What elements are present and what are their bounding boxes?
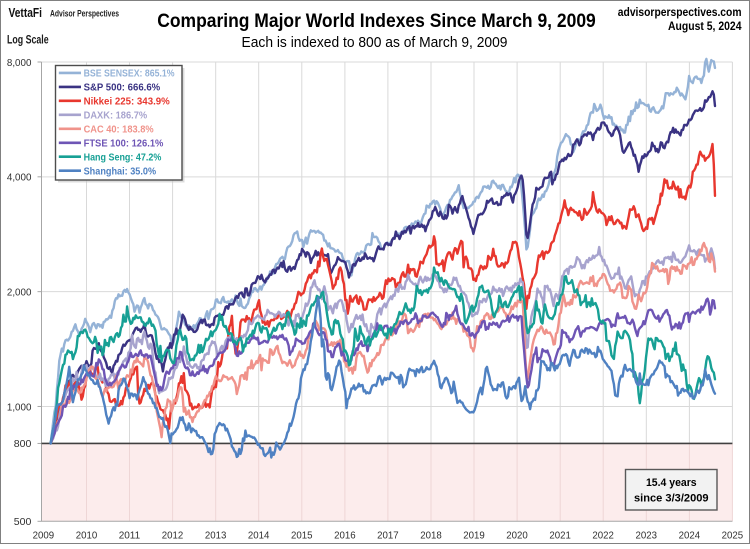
svg-text:500: 500 bbox=[14, 516, 32, 528]
svg-text:2023: 2023 bbox=[636, 530, 658, 542]
svg-text:8,000: 8,000 bbox=[7, 57, 32, 69]
svg-text:BSE SENSEX: 865.1%: BSE SENSEX: 865.1% bbox=[84, 68, 176, 80]
svg-text:2024: 2024 bbox=[679, 530, 701, 542]
svg-text:2017: 2017 bbox=[377, 530, 399, 542]
svg-text:2021: 2021 bbox=[549, 530, 571, 542]
svg-text:800: 800 bbox=[14, 438, 32, 450]
svg-text:2015: 2015 bbox=[291, 530, 313, 542]
svg-text:2022: 2022 bbox=[592, 530, 614, 542]
svg-text:1,000: 1,000 bbox=[7, 401, 32, 413]
svg-text:since 3/3/2009: since 3/3/2009 bbox=[634, 493, 709, 505]
svg-text:2016: 2016 bbox=[334, 530, 356, 542]
svg-text:VettaFi: VettaFi bbox=[9, 6, 43, 20]
svg-text:DAXK: 186.7%: DAXK: 186.7% bbox=[84, 110, 148, 122]
svg-text:2010: 2010 bbox=[76, 530, 98, 542]
svg-text:2014: 2014 bbox=[248, 530, 270, 542]
svg-text:CAC 40: 183.8%: CAC 40: 183.8% bbox=[84, 124, 155, 136]
svg-text:Each is indexed to 800 as of M: Each is indexed to 800 as of March 9, 20… bbox=[242, 34, 508, 51]
svg-text:Advisor Perspectives: Advisor Perspectives bbox=[50, 8, 119, 19]
svg-text:S&P 500: 666.6%: S&P 500: 666.6% bbox=[84, 82, 161, 94]
svg-text:Log Scale: Log Scale bbox=[7, 33, 49, 46]
svg-text:2011: 2011 bbox=[119, 530, 141, 542]
svg-text:2019: 2019 bbox=[463, 530, 485, 542]
svg-text:Nikkei 225: 343.9%: Nikkei 225: 343.9% bbox=[84, 96, 171, 108]
svg-text:2009: 2009 bbox=[33, 530, 55, 542]
svg-text:Shanghai: 35.0%: Shanghai: 35.0% bbox=[84, 166, 157, 178]
svg-text:2013: 2013 bbox=[205, 530, 227, 542]
svg-text:2020: 2020 bbox=[506, 530, 528, 542]
svg-text:2018: 2018 bbox=[420, 530, 442, 542]
svg-text:4,000: 4,000 bbox=[7, 172, 32, 184]
svg-text:2025: 2025 bbox=[722, 530, 744, 542]
svg-text:2012: 2012 bbox=[162, 530, 184, 542]
svg-text:15.4 years: 15.4 years bbox=[646, 477, 697, 489]
svg-text:August 5, 2024: August 5, 2024 bbox=[668, 21, 742, 33]
svg-text:2,000: 2,000 bbox=[7, 286, 32, 298]
svg-text:Comparing Major World Indexes: Comparing Major World Indexes Since Marc… bbox=[157, 11, 596, 32]
svg-text:Hang Seng: 47.2%: Hang Seng: 47.2% bbox=[84, 152, 162, 164]
svg-text:advisorperspectives.com: advisorperspectives.com bbox=[618, 7, 742, 19]
svg-text:FTSE 100: 126.1%: FTSE 100: 126.1% bbox=[84, 138, 164, 150]
